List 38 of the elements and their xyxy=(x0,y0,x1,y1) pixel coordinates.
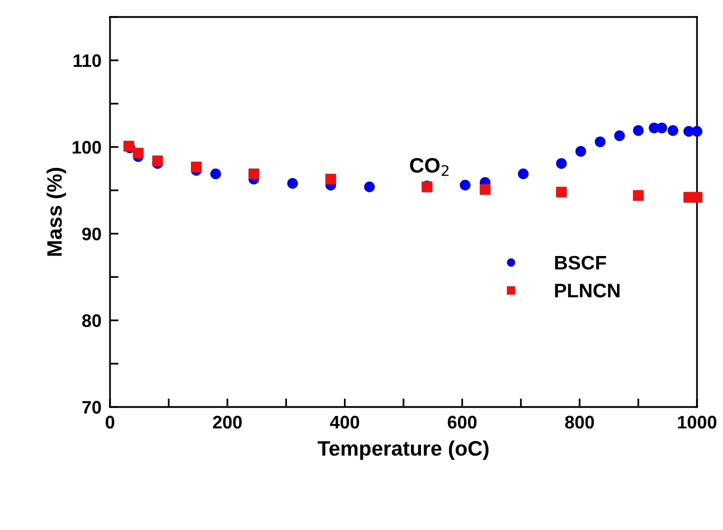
point xyxy=(632,190,644,201)
point xyxy=(518,168,529,180)
y-axis-title: Mass (%) xyxy=(46,168,66,256)
point xyxy=(692,192,702,203)
point xyxy=(287,178,298,189)
point xyxy=(364,182,375,192)
point xyxy=(594,136,606,148)
y-tick-label: 90 xyxy=(82,228,101,240)
point xyxy=(132,148,144,158)
point xyxy=(210,168,222,180)
point xyxy=(325,174,336,184)
point xyxy=(152,156,163,166)
point xyxy=(480,184,490,195)
point xyxy=(556,186,567,198)
legend-label: BSCF xyxy=(555,256,606,270)
y-tick-label: 70 xyxy=(82,400,101,414)
point xyxy=(556,158,567,169)
y-tick-label: 80 xyxy=(82,314,101,328)
annotation: CO$_{2}$ xyxy=(410,158,448,176)
point xyxy=(668,125,678,136)
point xyxy=(632,125,644,136)
point xyxy=(248,168,260,180)
x-tick-label: 400 xyxy=(330,416,360,429)
x-axis-title: Temperature (oC) xyxy=(318,440,489,460)
point xyxy=(692,126,702,137)
point xyxy=(190,162,202,172)
point xyxy=(614,130,625,142)
x-tick-label: 800 xyxy=(565,416,594,429)
y-tick-label: 100 xyxy=(72,140,101,154)
point xyxy=(460,180,470,190)
x-tick-label: 600 xyxy=(448,416,477,429)
y-tick-label: 110 xyxy=(74,54,101,68)
point xyxy=(575,146,586,157)
x-tick-label: 0 xyxy=(106,416,114,429)
legend-label: PLNCN xyxy=(555,284,620,298)
x-tick-label: 200 xyxy=(212,416,242,429)
point xyxy=(656,122,668,134)
x-tick-label: 1000 xyxy=(678,416,716,429)
